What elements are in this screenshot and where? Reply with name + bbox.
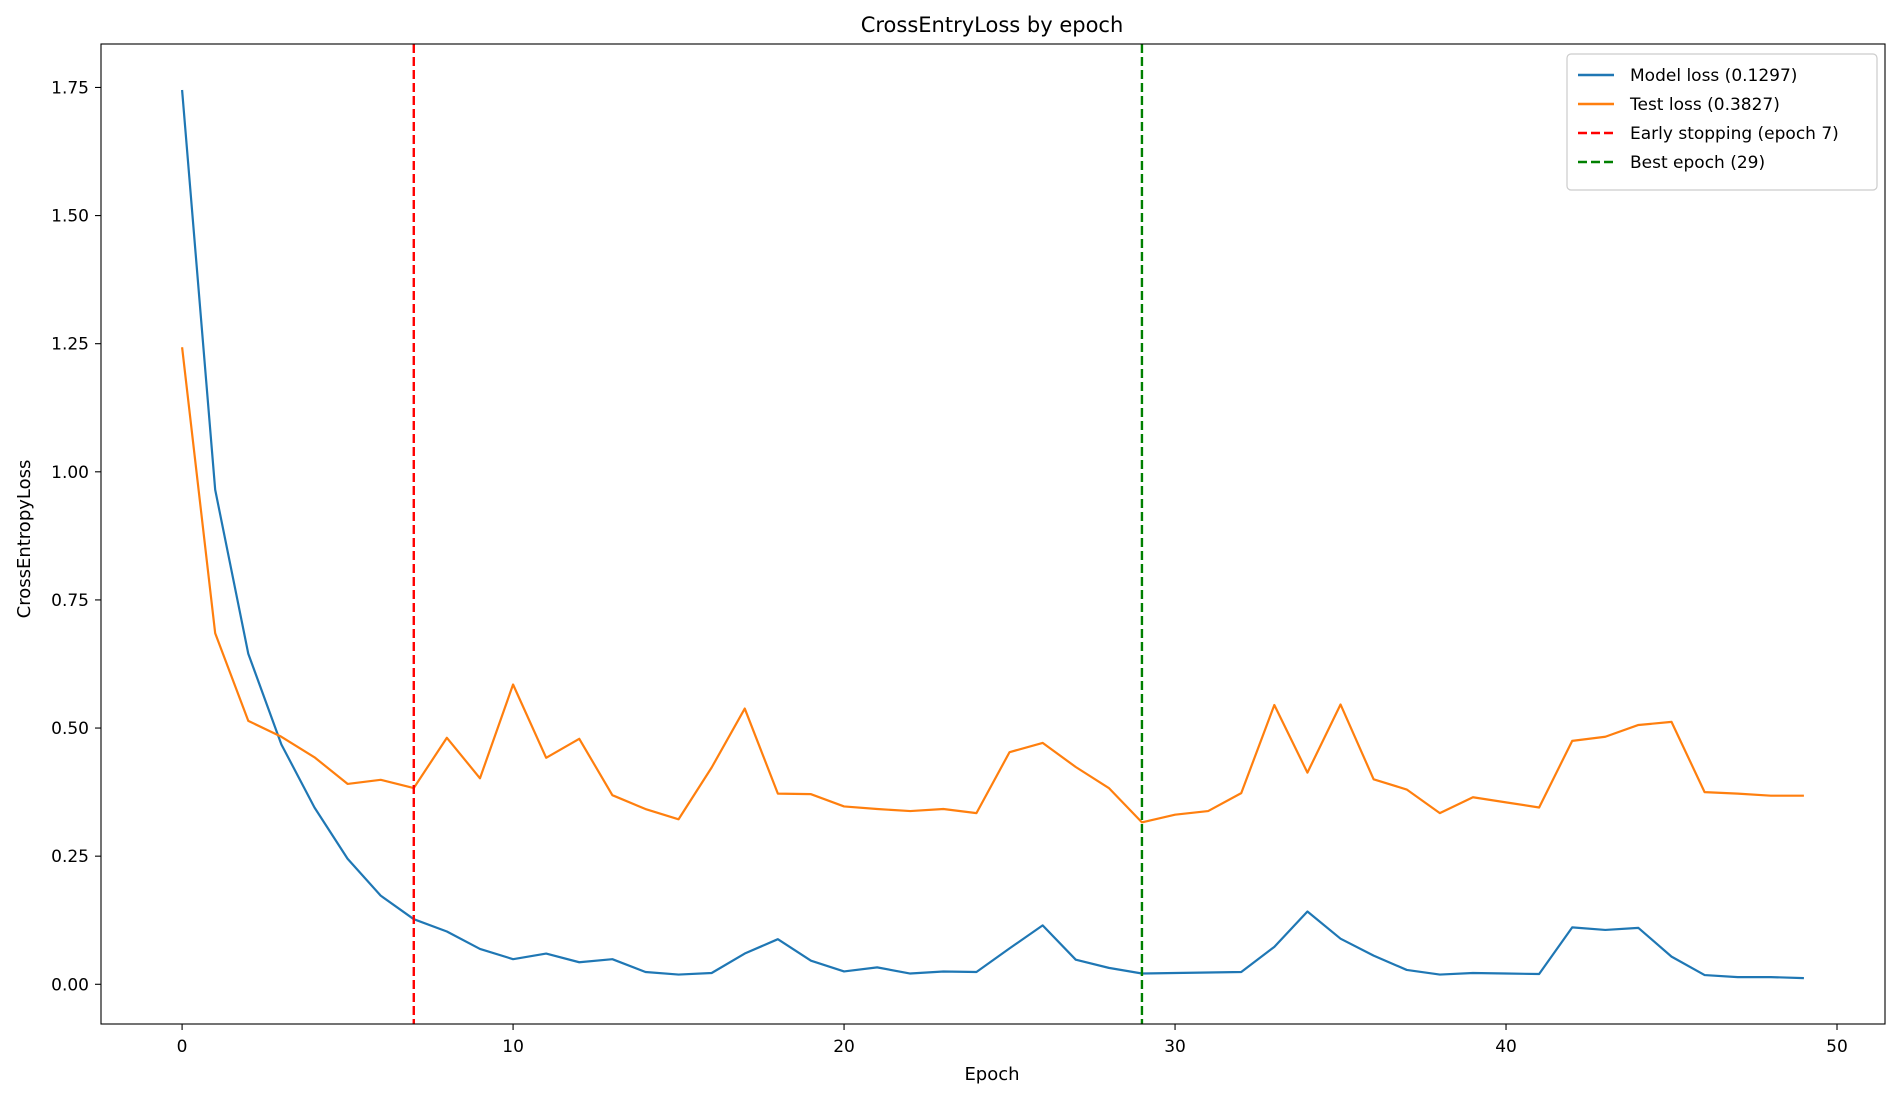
y-tick-label: 0.00	[51, 975, 89, 995]
x-tick-label: 50	[1826, 1037, 1848, 1057]
legend-label-4: Best epoch (29)	[1630, 153, 1765, 173]
y-tick-label: 0.75	[51, 591, 89, 611]
x-tick-label: 0	[177, 1037, 188, 1057]
x-tick-label: 40	[1495, 1037, 1517, 1057]
x-tick-label: 10	[502, 1037, 524, 1057]
series-line-1	[180, 89, 1804, 980]
y-tick-label: 0.50	[51, 719, 89, 739]
x-tick-label: 20	[833, 1037, 855, 1057]
x-tick-label: 30	[1164, 1037, 1186, 1057]
plot-area	[100, 43, 1886, 1025]
axes-frame	[100, 43, 1886, 1025]
y-axis: 0.00 0.25 0.50 0.75 1.00 1.25 1.50 1.75	[51, 78, 101, 995]
x-axis: 0 10 20 30 40 50	[177, 1024, 1848, 1057]
chart-title: CrossEntryLoss by epoch	[861, 13, 1124, 37]
y-axis-label: CrossEntropyLoss	[14, 460, 35, 619]
legend-label-1: Model loss (0.1297)	[1630, 66, 1797, 86]
legend-label-3: Early stopping (epoch 7)	[1630, 124, 1839, 144]
series-line-2	[180, 347, 1804, 824]
y-tick-label: 1.75	[51, 78, 89, 98]
legend: Model loss (0.1297) Test loss (0.3827) Ear…	[1566, 53, 1878, 191]
legend-label-2: Test loss (0.3827)	[1629, 95, 1780, 115]
legend-box	[1566, 53, 1878, 191]
y-tick-label: 1.50	[51, 207, 89, 227]
y-tick-label: 1.00	[51, 463, 89, 483]
x-axis-label: Epoch	[964, 1064, 1019, 1085]
y-tick-label: 1.25	[51, 335, 89, 355]
y-tick-label: 0.25	[51, 847, 89, 867]
